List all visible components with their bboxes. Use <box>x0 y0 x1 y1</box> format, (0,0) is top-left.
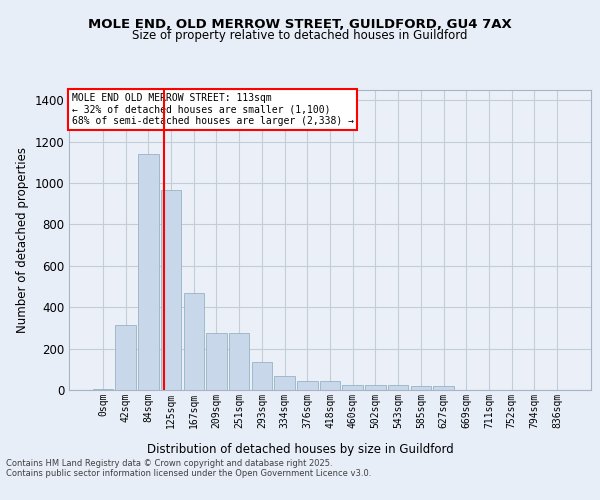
Y-axis label: Number of detached properties: Number of detached properties <box>16 147 29 333</box>
Bar <box>161 190 181 390</box>
Bar <box>115 325 136 390</box>
Bar <box>388 386 409 390</box>
Text: MOLE END, OLD MERROW STREET, GUILDFORD, GU4 7AX: MOLE END, OLD MERROW STREET, GUILDFORD, … <box>88 18 512 30</box>
Bar <box>93 389 113 390</box>
Bar <box>365 386 386 390</box>
Text: MOLE END OLD MERROW STREET: 113sqm
← 32% of detached houses are smaller (1,100)
: MOLE END OLD MERROW STREET: 113sqm ← 32%… <box>71 93 353 126</box>
Bar <box>433 386 454 390</box>
Bar <box>274 376 295 390</box>
Bar <box>320 380 340 390</box>
Bar <box>297 380 317 390</box>
Text: Distribution of detached houses by size in Guildford: Distribution of detached houses by size … <box>146 442 454 456</box>
Text: Size of property relative to detached houses in Guildford: Size of property relative to detached ho… <box>132 28 468 42</box>
Text: Contains HM Land Registry data © Crown copyright and database right 2025.: Contains HM Land Registry data © Crown c… <box>6 458 332 468</box>
Bar <box>184 293 204 390</box>
Bar <box>229 333 250 390</box>
Bar <box>251 362 272 390</box>
Text: Contains public sector information licensed under the Open Government Licence v3: Contains public sector information licen… <box>6 470 371 478</box>
Bar <box>410 386 431 390</box>
Bar <box>343 386 363 390</box>
Bar <box>206 333 227 390</box>
Bar <box>138 154 158 390</box>
